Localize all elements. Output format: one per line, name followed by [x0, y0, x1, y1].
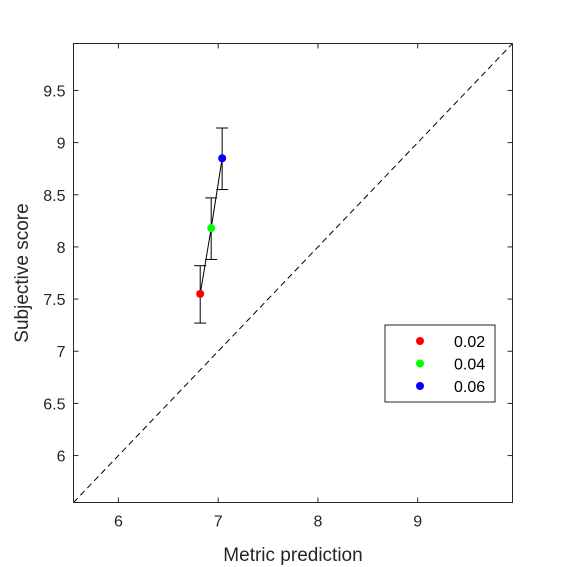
legend-marker	[416, 382, 424, 390]
y-tick-label: 8.5	[43, 188, 65, 205]
y-tick-label: 8	[57, 240, 66, 257]
series-layer	[194, 127, 229, 324]
x-tick-label: 9	[413, 514, 422, 531]
y-tick-label: 9.5	[43, 83, 65, 100]
legend-label: 0.06	[454, 379, 485, 396]
data-point	[218, 154, 227, 163]
x-tick-label: 6	[114, 514, 123, 531]
x-tick-label: 8	[313, 514, 322, 531]
data-point	[207, 224, 216, 233]
y-tick-label: 7.5	[43, 292, 65, 309]
legend-marker	[416, 359, 424, 368]
y-axis-label: Subjective score	[12, 203, 33, 342]
legend-label: 0.04	[454, 357, 485, 374]
y-tick-label: 9	[57, 136, 66, 153]
y-tick-label: 6.5	[43, 396, 65, 413]
legend: 0.02 0.04 0.06	[384, 324, 496, 403]
data-point	[196, 289, 205, 298]
x-tick-label: 7	[214, 514, 223, 531]
plot-frame	[73, 43, 513, 503]
y-tick-label: 7	[57, 344, 66, 361]
tick-layer: 6 7 8 9 6 6.5 7 7.5 8 8.5 9 9.5	[43, 43, 513, 531]
reference-diagonal-line	[73, 43, 513, 503]
legend-label: 0.02	[454, 334, 485, 351]
y-tick-label: 6	[57, 449, 66, 466]
legend-box	[384, 324, 496, 403]
legend-marker	[416, 337, 424, 345]
x-axis-label: Metric prediction	[223, 545, 362, 566]
